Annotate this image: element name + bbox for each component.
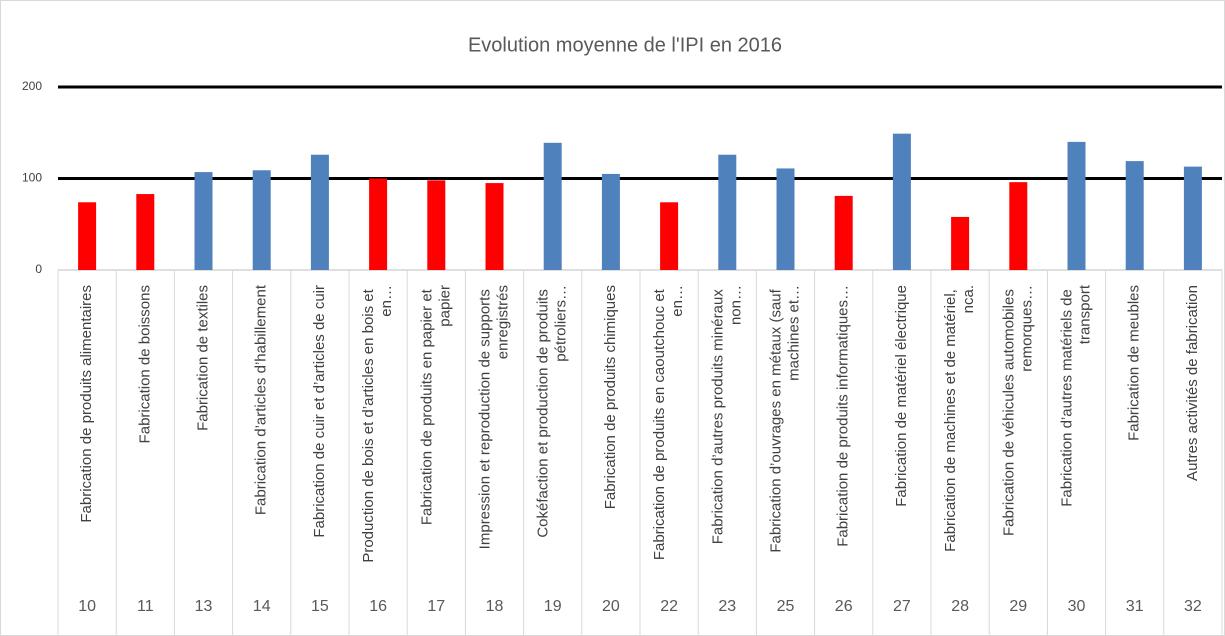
x-tick-code: 15 (311, 598, 329, 615)
x-tick-code: 32 (1184, 598, 1202, 615)
x-tick-code: 23 (718, 598, 736, 615)
y-tick-label: 200 (22, 79, 42, 93)
chart-title: Evolution moyenne de l'IPI en 2016 (468, 34, 782, 56)
y-tick-label: 0 (35, 262, 42, 276)
x-tick-label: Fabrication de produits chimiques (602, 285, 619, 509)
x-tick-label: Impression et reproduction de supports e… (476, 285, 511, 549)
x-tick-label: Production de bois et d’articles en bois… (360, 285, 395, 563)
x-tick-code: 11 (137, 598, 154, 615)
x-tick-label: Fabrication d’autres matériels de transp… (1058, 284, 1093, 507)
x-tick-label: Fabrication de cuir et d’articles de cui… (311, 285, 328, 538)
bar (776, 168, 795, 270)
bar (252, 170, 271, 270)
x-tick-label: Fabrication d’articles d’habillement (253, 284, 270, 515)
x-tick-label: Fabrication de produits en papier et pap… (418, 285, 453, 525)
x-tick-code: 18 (486, 598, 504, 615)
bar (310, 154, 329, 270)
x-tick-code: 16 (369, 598, 387, 615)
x-tick-label: Cokéfaction et production de produits pé… (535, 285, 570, 538)
x-tick-code: 17 (427, 598, 445, 615)
bar (1125, 161, 1144, 270)
x-tick-label: Fabrication de produits en caoutchouc et… (651, 285, 686, 560)
y-tick-label: 100 (22, 171, 42, 185)
x-tick-label: Fabrication de matériel électrique (893, 285, 910, 507)
x-tick-code: 31 (1126, 598, 1144, 615)
x-tick-label: Fabrication de véhicules automobiles rem… (1000, 285, 1035, 536)
bar (718, 154, 737, 270)
x-tick-code: 19 (544, 598, 562, 615)
bar (601, 173, 620, 270)
x-tick-code: 22 (660, 598, 678, 615)
x-tick-label: Fabrication de produits alimentaires (78, 285, 95, 523)
x-tick-code: 27 (893, 598, 911, 615)
bar (194, 172, 213, 270)
bar (834, 195, 853, 270)
x-tick-code: 20 (602, 598, 620, 615)
bar (1183, 166, 1202, 270)
x-tick-code: 28 (951, 598, 969, 615)
x-tick-code: 13 (195, 598, 213, 615)
bar (485, 183, 504, 270)
x-tick-label: Fabrication de produits informatiques… (835, 285, 852, 547)
bar (1067, 141, 1086, 270)
bar (78, 202, 97, 270)
bar (1009, 182, 1028, 270)
bar (427, 180, 446, 270)
x-tick-label: Fabrication d’ouvrages en métaux (sauf m… (767, 285, 802, 553)
bar (892, 133, 911, 270)
x-tick-code: 26 (835, 598, 853, 615)
x-tick-code: 25 (777, 598, 795, 615)
bar (951, 216, 970, 270)
bar (136, 194, 155, 270)
x-tick-code: 10 (78, 598, 96, 615)
x-tick-code: 30 (1068, 598, 1086, 615)
x-tick-label: Fabrication de boissons (136, 285, 153, 443)
x-tick-label: Fabrication de machines et de matériel, … (942, 285, 977, 552)
x-tick-label: Fabrication de meubles (1126, 285, 1143, 441)
bar (369, 178, 388, 270)
x-tick-label: Fabrication de textiles (194, 285, 211, 431)
bar (660, 202, 679, 270)
x-tick-label: Fabrication d’autres produits minéraux n… (709, 285, 744, 544)
x-tick-label: Autres activités de fabrication (1184, 285, 1201, 481)
x-tick-code: 29 (1009, 598, 1027, 615)
x-tick-code: 14 (253, 598, 271, 615)
bar (543, 142, 562, 270)
